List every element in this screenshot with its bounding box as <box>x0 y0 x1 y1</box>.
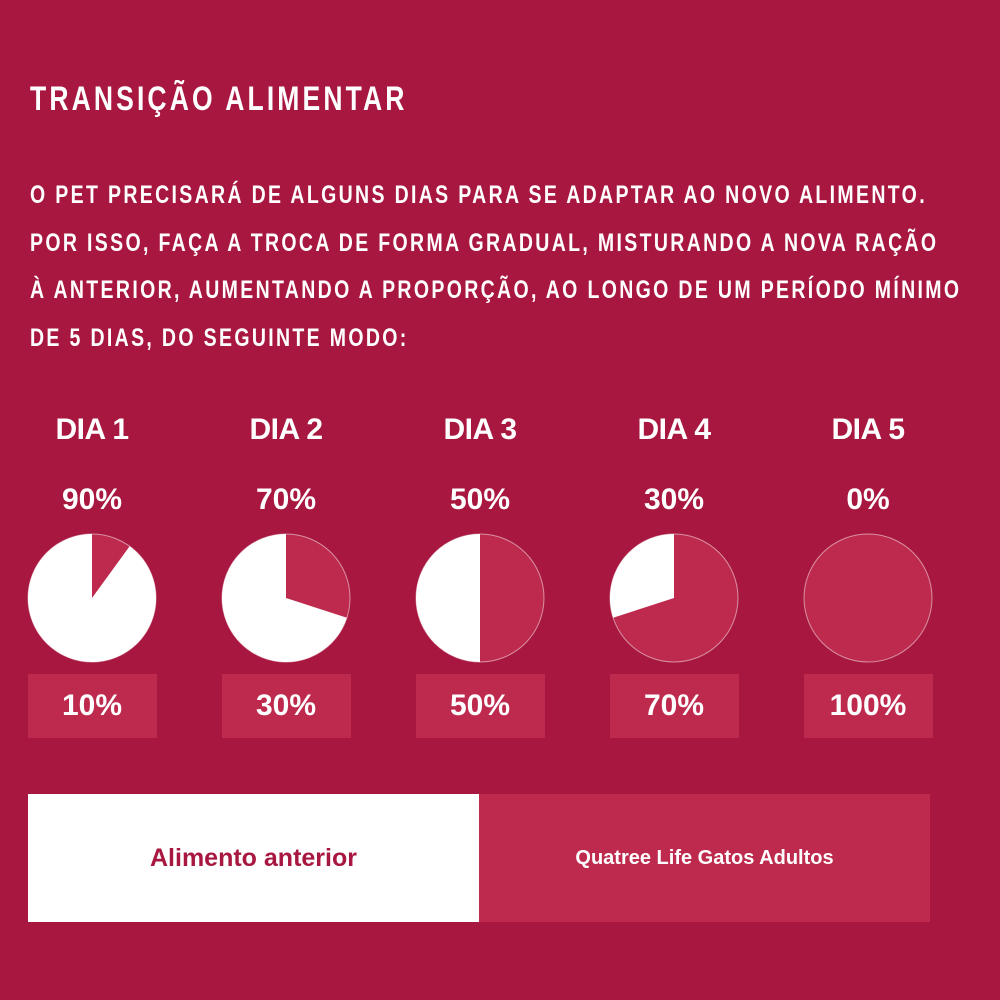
day-label: DIA 1 <box>55 413 129 446</box>
previous-food-percent: 90% <box>61 483 123 516</box>
legend-previous-food: Alimento anterior <box>28 794 479 922</box>
previous-food-percent: 70% <box>255 483 317 516</box>
pie-slice-new-food <box>803 533 933 663</box>
pie-chart <box>415 533 545 663</box>
pie-chart <box>609 533 739 663</box>
day-column: DIA 3 50% 50% <box>383 410 577 738</box>
day-label: DIA 4 <box>637 413 711 446</box>
day-label: DIA 5 <box>831 413 905 446</box>
legend: Alimento anterior Quatree Life Gatos Adu… <box>28 794 930 922</box>
new-food-percent: 30% <box>221 674 351 738</box>
previous-food-percent: 30% <box>643 483 705 516</box>
intro-text: O PET PRECISARÁ DE ALGUNS DIAS PARA SE A… <box>30 172 982 362</box>
new-food-percent: 70% <box>609 674 739 738</box>
previous-food-percent: 50% <box>449 483 511 516</box>
previous-food-percent: 0% <box>846 483 890 516</box>
intro-line: DE 5 DIAS, DO SEGUINTE MODO: <box>30 323 409 352</box>
pie-slice-previous-food <box>416 534 480 662</box>
pie-slice-previous-food <box>610 534 674 618</box>
day-column: DIA 5 0% 100% <box>771 410 965 738</box>
page-title: TRANSIÇÃO ALIMENTAR <box>30 80 408 118</box>
intro-line: POR ISSO, FAÇA A TROCA DE FORMA GRADUAL,… <box>30 228 939 257</box>
pie-chart <box>27 533 157 663</box>
pie-chart <box>221 533 351 663</box>
intro-line: À ANTERIOR, AUMENTANDO A PROPORÇÃO, AO L… <box>30 276 962 304</box>
pie-slice-previous-food <box>222 534 347 662</box>
day-label: DIA 3 <box>443 413 517 446</box>
pie-slice-previous-food <box>27 534 156 662</box>
day-column: DIA 1 90% 10% <box>0 410 189 738</box>
pie-chart <box>803 533 933 663</box>
new-food-percent: 10% <box>27 674 157 738</box>
new-food-percent: 100% <box>803 674 933 738</box>
day-column: DIA 4 30% 70% <box>577 410 771 738</box>
legend-new-food: Quatree Life Gatos Adultos <box>479 794 930 922</box>
day-label: DIA 2 <box>249 413 323 446</box>
day-column: DIA 2 70% 30% <box>189 410 383 738</box>
new-food-percent: 50% <box>415 674 545 738</box>
intro-line: O PET PRECISARÁ DE ALGUNS DIAS PARA SE A… <box>30 181 927 209</box>
